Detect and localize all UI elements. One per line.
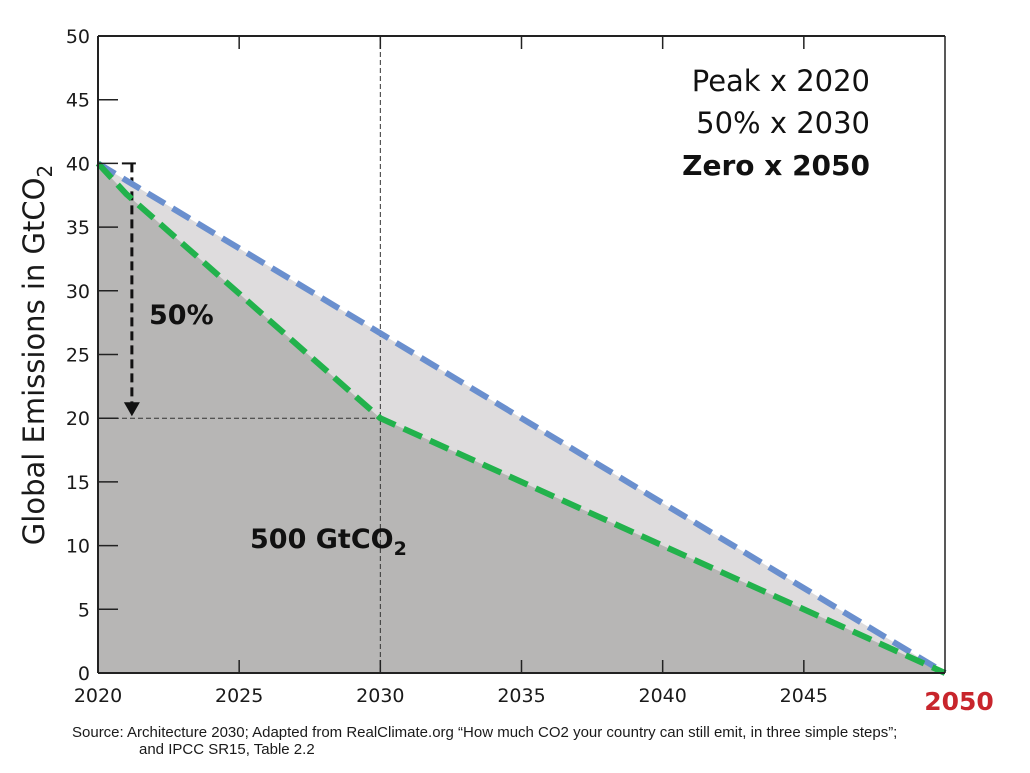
x-tick-label: 2040 <box>638 685 686 707</box>
area-label: 500 GtCO2 <box>250 524 407 560</box>
y-tick-label: 50 <box>66 26 90 48</box>
y-tick-label: 20 <box>66 408 90 430</box>
series-fill-1 <box>98 163 945 673</box>
legend-line-zero: Zero x 2050 <box>682 149 870 182</box>
legend-line-peak: Peak x 2020 <box>692 64 870 98</box>
y-tick-label: 10 <box>66 536 90 558</box>
series-line-1 <box>95 161 947 676</box>
x-tick-label: 2030 <box>356 685 404 707</box>
x-tick-label-highlight: 2050 <box>924 687 994 716</box>
arrow-head <box>123 402 140 417</box>
source-line-1: Source: Architecture 2030; Adapted from … <box>72 724 898 741</box>
series-line-0 <box>96 160 947 676</box>
y-tick-label: 0 <box>78 663 90 685</box>
y-tick-label: 25 <box>66 345 90 367</box>
x-tick-label: 2025 <box>215 685 263 707</box>
y-tick-label: 40 <box>66 153 90 175</box>
source-line-2: and IPCC SR15, Table 2.2 <box>139 741 315 758</box>
y-tick-label: 35 <box>66 217 90 239</box>
x-tick-label: 2035 <box>497 685 545 707</box>
y-tick-label: 5 <box>78 599 90 621</box>
y-tick-label: 30 <box>66 281 90 303</box>
x-tick-label: 2020 <box>74 685 122 707</box>
y-tick-label: 15 <box>66 472 90 494</box>
legend-line-half: 50% x 2030 <box>696 106 870 140</box>
arrow-label: 50% <box>149 300 214 331</box>
source-note: Source: Architecture 2030; Adapted from … <box>72 724 897 758</box>
x-tick-label: 2045 <box>780 685 828 707</box>
y-tick-label: 45 <box>66 90 90 112</box>
y-axis-title: Global Emissions in GtCO2 <box>17 165 57 545</box>
